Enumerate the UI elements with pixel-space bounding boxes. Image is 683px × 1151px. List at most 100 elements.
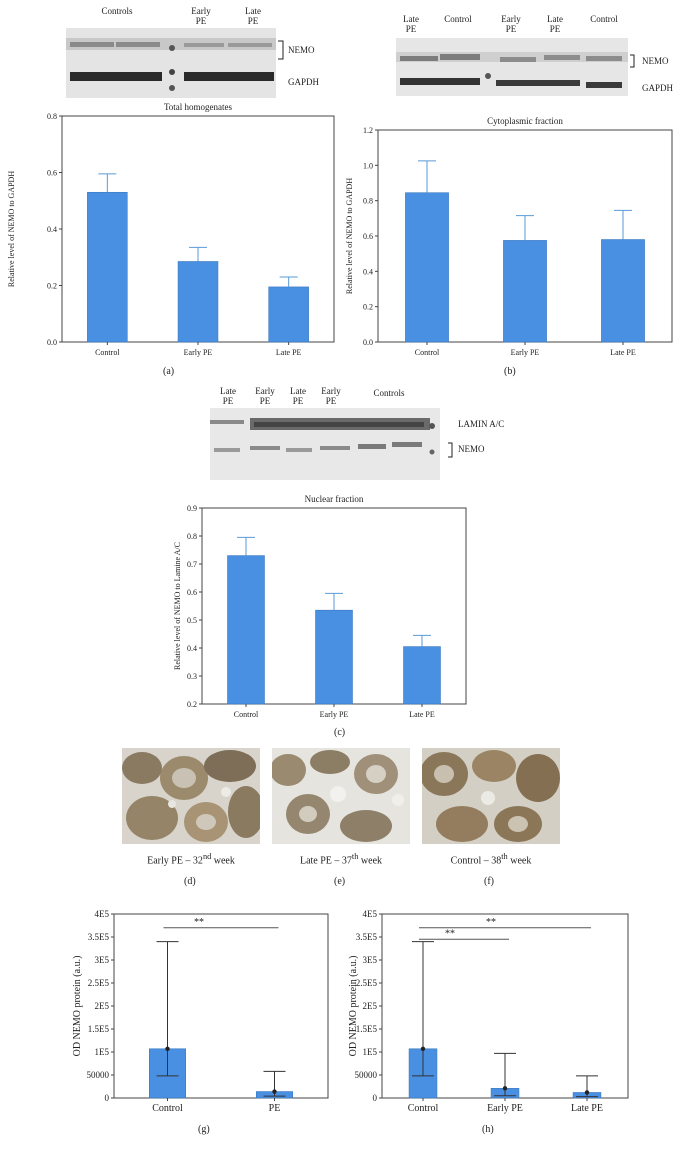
y-tick-label: 3.5E5 xyxy=(356,932,378,942)
blot-b-side-nemo: NEMO xyxy=(642,56,669,66)
y-axis-label: Relative level of NEMO to Lamine A/C xyxy=(173,542,182,670)
y-tick-label: 0.2 xyxy=(363,303,373,312)
panel-letter-h: (h) xyxy=(482,1124,494,1135)
bar xyxy=(503,240,547,343)
blot-a-label-late-pe: Late PE xyxy=(240,6,266,26)
y-tick-label: 2.5E5 xyxy=(356,978,378,988)
bar xyxy=(315,609,353,705)
panel-letter-f: (f) xyxy=(484,876,494,887)
bar xyxy=(405,192,449,343)
panel-letter-a: (a) xyxy=(163,366,175,377)
y-tick-label: 0.0 xyxy=(47,338,57,347)
chart-h-od-nemo: OD NEMO protein (a.u.) 0 50000 1E5 1.5E5 2E5 2… xyxy=(348,909,629,1114)
x-tick-label: Early PE xyxy=(320,710,349,719)
y-tick-label: 0.6 xyxy=(187,588,197,597)
chart-title: Total homogenates xyxy=(164,102,233,112)
y-axis-label: OD NEMO protein (a.u.) xyxy=(348,956,359,1057)
x-tick-label: Late PE xyxy=(610,348,636,357)
y-tick-label: 50000 xyxy=(87,1070,110,1080)
x-tick-label: Control xyxy=(152,1103,183,1114)
chart-title: Nuclear fraction xyxy=(305,494,364,504)
blot-c-label-early-pe-2: Early PE xyxy=(321,386,341,406)
micrograph-e-caption: Late PE – 37th week xyxy=(262,852,420,866)
blot-b-bracket xyxy=(630,54,635,68)
caption-f-post: week xyxy=(507,855,532,867)
blot-b-label-late-pe-2: Late PE xyxy=(547,14,563,34)
y-tick-label: 1.5E5 xyxy=(88,1024,110,1034)
western-blot-a xyxy=(66,28,276,98)
x-tick-label: Control xyxy=(415,348,440,357)
caption-d-pre: Early PE – 32 xyxy=(147,855,203,867)
caption-e-pre: Late PE – 37 xyxy=(299,855,352,867)
y-tick-label: 0.8 xyxy=(47,112,57,121)
blot-a-side-nemo: NEMO xyxy=(288,45,315,55)
y-tick-label: 3E5 xyxy=(363,955,378,965)
panel-letter-b: (b) xyxy=(504,366,516,377)
western-blot-c xyxy=(210,408,440,480)
blot-b-label-late-pe-1: Late PE xyxy=(403,14,419,34)
y-tick-label: 1.5E5 xyxy=(356,1024,378,1034)
significance-label: ** xyxy=(486,917,496,928)
y-tick-label: 0.6 xyxy=(47,169,57,178)
significance-label: ** xyxy=(445,928,455,939)
micrograph-f-caption: Control – 38th week xyxy=(412,852,570,866)
y-tick-label: 0 xyxy=(105,1093,110,1103)
caption-f-sup: th xyxy=(501,852,508,861)
y-tick-label: 0.6 xyxy=(363,232,373,241)
blot-c-label-controls: Controls xyxy=(373,388,405,398)
chart-b-cytoplasmic-fraction: Cytoplasmic fraction Relative level of NE… xyxy=(345,116,673,357)
median-point xyxy=(584,1090,590,1095)
bar xyxy=(177,261,219,343)
y-axis-label: Relative level of NEMO to GAPDH xyxy=(7,171,16,287)
micrograph-f xyxy=(422,748,560,844)
significance-label: ** xyxy=(194,917,204,928)
blot-a-bracket xyxy=(278,40,284,60)
micrograph-d-caption: Early PE – 32nd week xyxy=(112,852,270,866)
blot-c-bracket xyxy=(448,442,453,458)
caption-d-post: week xyxy=(211,855,235,867)
x-tick-label: Control xyxy=(95,348,120,357)
y-axis-label: OD NEMO protein (a.u.) xyxy=(72,956,83,1057)
bar xyxy=(601,239,645,343)
plot-frame xyxy=(113,913,329,1099)
chart-g-od-nemo: OD NEMO protein (a.u.) 0 50000 1E5 1.5E5 2E5 2… xyxy=(72,909,329,1114)
caption-f-pre: Control – 38 xyxy=(450,855,502,867)
blot-c-label-late-pe-1: Late PE xyxy=(220,386,236,406)
y-tick-label: 4E5 xyxy=(95,909,110,919)
y-tick-label: 3E5 xyxy=(95,955,110,965)
chart-title: Cytoplasmic fraction xyxy=(487,116,563,126)
y-axis-label: Relative level of NEMO to GAPDH xyxy=(345,178,354,294)
y-tick-label: 2E5 xyxy=(363,1001,378,1011)
bar xyxy=(87,191,128,343)
bar xyxy=(227,555,265,705)
x-tick-label: Control xyxy=(408,1103,439,1114)
caption-d-sup: nd xyxy=(202,852,212,861)
median-point xyxy=(272,1089,277,1094)
median-point xyxy=(502,1086,508,1091)
blot-a-label-late-pe-text: Late PE xyxy=(245,6,261,26)
y-tick-label: 0.4 xyxy=(47,225,57,234)
median-point xyxy=(165,1046,170,1051)
panel-letter-g: (g) xyxy=(198,1124,210,1135)
y-tick-label: 4E5 xyxy=(363,909,378,919)
panel-letter-c: (c) xyxy=(334,727,346,738)
x-tick-label: Control xyxy=(234,710,259,719)
chart-c-nuclear-fraction: Nuclear fraction Relative level of NEMO t… xyxy=(173,494,467,719)
bar xyxy=(268,286,309,343)
blot-a-label-early-pe: Early PE xyxy=(186,6,216,26)
y-tick-label: 2E5 xyxy=(95,1001,110,1011)
blot-c-side-lamin: LAMIN A/C xyxy=(458,419,505,429)
y-tick-label: 0.0 xyxy=(363,338,373,347)
panel-letter-e: (e) xyxy=(334,876,346,887)
micrograph-d xyxy=(122,748,260,844)
y-tick-label: 0.9 xyxy=(187,504,197,513)
blot-c-label-early-pe-1: Early PE xyxy=(255,386,275,406)
y-tick-label: 0.4 xyxy=(363,267,373,276)
blot-a-side-gapdh: GAPDH xyxy=(288,77,320,87)
x-tick-label: Early PE xyxy=(487,1103,523,1114)
x-tick-label: PE xyxy=(269,1103,281,1114)
y-tick-label: 1E5 xyxy=(363,1047,378,1057)
y-tick-label: 50000 xyxy=(355,1070,378,1080)
y-tick-label: 3.5E5 xyxy=(88,932,110,942)
y-tick-label: 2.5E5 xyxy=(88,978,110,988)
